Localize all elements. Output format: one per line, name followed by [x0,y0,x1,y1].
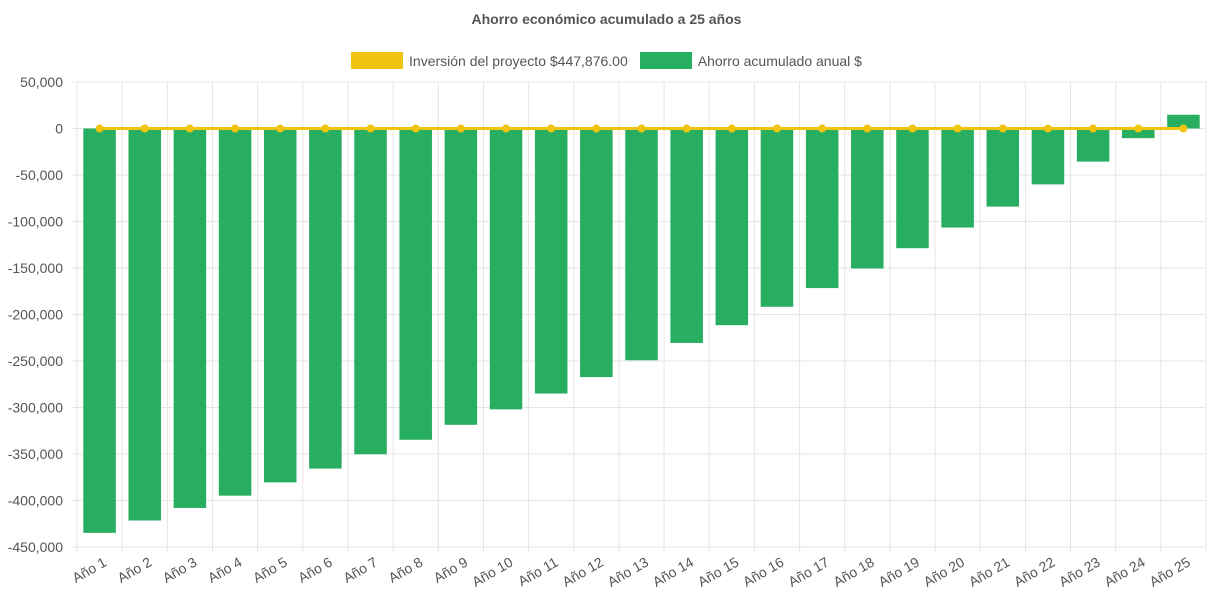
investment-point-21 [998,124,1007,133]
investment-point-2 [140,124,149,133]
investment-point-7 [366,124,375,133]
y-tick-label: -350,000 [8,446,63,462]
investment-point-19 [908,124,917,133]
bar-1 [83,128,116,533]
x-tick-label: Año 8 [386,554,426,586]
bar-19 [896,128,929,249]
x-tick-label: Año 12 [559,554,606,590]
bar-5 [263,128,297,483]
bar-20 [941,128,974,228]
legend-label-inversion: Inversión del proyecto $447,876.00 [409,52,628,69]
bar-2 [128,128,161,521]
investment-point-18 [863,124,872,133]
x-tick-label: Año 23 [1056,554,1103,590]
investment-point-8 [411,124,420,133]
x-tick-label: Año 6 [295,554,335,586]
bar-6 [309,128,342,469]
x-tick-label: Año 4 [205,554,245,586]
legend-swatch-inversion [351,52,404,69]
y-tick-label: -50,000 [16,167,64,183]
x-tick-label: Año 15 [695,554,742,590]
x-tick-label: Año 9 [431,554,471,586]
bar-18 [851,128,884,269]
y-tick-label: -450,000 [8,539,63,555]
investment-point-13 [637,124,646,133]
x-tick-label: Año 5 [250,554,290,586]
investment-point-10 [502,124,511,133]
x-tick-label: Año 1 [69,554,109,586]
investment-point-3 [185,124,194,133]
chart-title: Ahorro económico acumulado a 25 años [471,11,742,27]
y-tick-label: -150,000 [8,260,63,276]
y-tick-label: -400,000 [8,493,63,509]
chart-legend: Inversión del proyecto $447,876.00 Ahorr… [0,52,1213,69]
investment-point-22 [1043,124,1052,133]
bar-13 [625,128,658,361]
investment-point-15 [727,124,736,133]
legend-item-inversion[interactable]: Inversión del proyecto $447,876.00 [351,52,628,69]
investment-point-24 [1134,124,1143,133]
x-tick-label: Año 3 [160,554,200,586]
bar-3 [173,128,207,508]
bar-12 [580,128,613,378]
investment-point-11 [547,124,556,133]
investment-point-6 [321,124,330,133]
investment-point-12 [592,124,601,133]
legend-swatch-ahorro [639,52,692,69]
x-tick-label: Año 10 [469,554,516,590]
bar-21 [986,128,1020,207]
investment-point-4 [231,124,240,133]
investment-point-16 [772,124,781,133]
y-tick-label: -200,000 [8,307,63,323]
y-tick-label: 0 [55,121,63,137]
investment-point-25 [1179,124,1188,133]
x-tick-label: Año 11 [515,554,561,590]
x-tick-label: Año 13 [605,554,652,590]
x-tick-label: Año 19 [876,554,923,590]
x-tick-label: Año 16 [740,554,787,590]
bar-8 [399,128,432,440]
x-tick-label: Año 14 [650,554,697,590]
investment-point-20 [953,124,962,133]
bar-22 [1031,128,1065,185]
bar-7 [354,128,387,455]
y-tick-label: -100,000 [8,214,63,230]
x-tick-label: Año 7 [340,554,380,586]
x-tick-label: Año 18 [830,554,877,590]
investment-point-5 [276,124,285,133]
x-tick-label: Año 2 [115,554,155,586]
bar-14 [670,128,703,343]
y-tick-label: -250,000 [8,353,63,369]
y-tick-label: -300,000 [8,400,63,416]
investment-point-17 [818,124,827,133]
y-tick-label: 50,000 [20,74,63,90]
bar-17 [805,128,839,289]
bar-23 [1076,128,1110,162]
legend-label-ahorro: Ahorro acumulado anual $ [697,52,862,69]
x-tick-label: Año 21 [966,554,1013,590]
bar-10 [489,128,523,410]
x-tick-label: Año 22 [1011,554,1058,590]
investment-point-14 [682,124,691,133]
bar-4 [218,128,252,496]
investment-point-23 [1089,124,1098,133]
investment-point-1 [95,124,104,133]
x-tick-label: Año 17 [785,554,832,590]
bar-15 [715,128,749,326]
x-tick-label: Año 20 [921,554,968,590]
bar-11 [534,128,568,394]
bar-16 [760,128,794,307]
bar-24 [1122,128,1155,139]
bar-25 [1167,114,1200,129]
investment-point-9 [456,124,465,133]
legend-item-ahorro[interactable]: Ahorro acumulado anual $ [639,52,862,69]
x-tick-label: Año 25 [1146,554,1193,590]
x-tick-label: Año 24 [1101,554,1148,590]
bar-9 [444,128,478,425]
